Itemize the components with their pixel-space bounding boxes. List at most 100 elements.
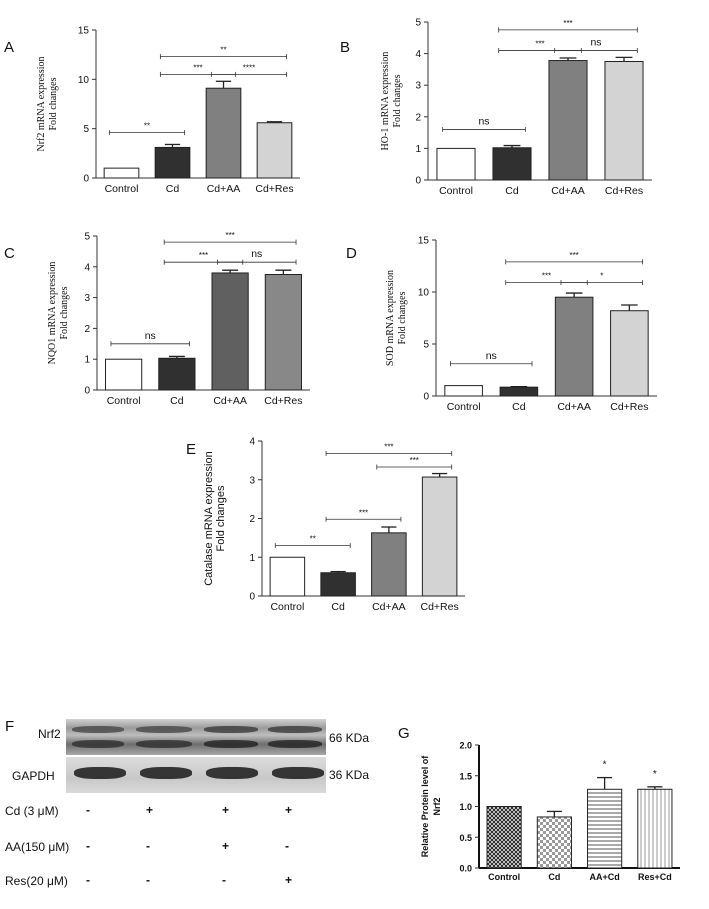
bar-control: [105, 358, 143, 391]
x-tick-label: Cd+Res: [605, 185, 643, 197]
bar-cd-aa: [548, 60, 588, 181]
bar-control: [436, 147, 476, 181]
treatment-sign: +: [285, 803, 293, 817]
x-tick-label: Cd+AA: [207, 183, 241, 195]
y-axis-label: Catalase mRNA expression: [203, 451, 215, 586]
significance-label: ****: [243, 63, 255, 72]
x-tick-label: Cd+Res: [421, 601, 459, 613]
treatment-sign: +: [285, 873, 293, 887]
y-axis-label: HO-1 mRNA expression: [380, 52, 391, 151]
significance-label: ***: [542, 272, 551, 281]
y-tick-label: 4: [84, 262, 90, 273]
bar-cd-aa: [371, 532, 407, 597]
y-tick-label: 2.0: [459, 741, 472, 751]
y-tick-label: 4: [415, 49, 421, 60]
treatment-sign: -: [285, 839, 289, 853]
chart-b: B 0 1 2 3 4 5 HO-1 mRNA expression Fold changes C…: [340, 18, 652, 197]
bar-control: [269, 556, 306, 597]
significance-star: *: [653, 769, 657, 780]
x-tick-label: Cd: [170, 395, 184, 407]
x-tick-label: Cd+AA: [557, 401, 591, 413]
x-tick-label: Cd: [512, 401, 526, 413]
x-tick-label: Cd+Res: [264, 395, 302, 407]
y-tick-label: 10: [418, 288, 430, 299]
y-tick-label: 0.5: [459, 833, 472, 843]
x-tick-label: Control: [439, 185, 473, 197]
y-tick-label: 0: [415, 176, 421, 187]
bar-cd-res: [610, 310, 649, 397]
blot-image-gapdh: [66, 757, 326, 793]
significance-label: ns: [145, 330, 156, 342]
significance-label: ***: [563, 19, 572, 28]
y-tick-label: 15: [418, 236, 430, 247]
significance-star: *: [603, 760, 607, 771]
x-tick-label: Cd+Res: [610, 401, 648, 413]
x-tick-label: Control: [488, 872, 520, 882]
y-tick-label: 1: [415, 144, 421, 155]
treatment-sign: -: [146, 873, 150, 887]
y-tick-label: 0: [249, 592, 255, 603]
y-axis-label: NQO1 mRNA expression: [47, 262, 58, 365]
y-tick-label: 2: [415, 112, 421, 123]
chart-e: E 0 1 2 3 4 Catalase mRNA expression Fold chang…: [186, 437, 465, 613]
chart-c: C 0 1 2 3 4 5 NQO1 mRNA expression Fold changes C…: [4, 231, 310, 407]
bar-cd-aa: [554, 296, 594, 397]
y-axis-label: Fold changes: [48, 77, 59, 130]
blot-row-label-nrf2: Nrf2: [38, 727, 61, 741]
significance-label: ***: [569, 251, 578, 260]
panel-label-a: A: [4, 39, 14, 56]
treatment-sign: -: [86, 803, 90, 817]
y-tick-label: 0: [84, 386, 90, 397]
bar-cd-res: [264, 274, 302, 391]
y-tick-label: 5: [84, 232, 90, 243]
bar-control: [444, 385, 483, 397]
significance-label: **: [220, 46, 226, 55]
y-tick-label: 1: [249, 553, 255, 564]
bar-cd: [492, 147, 532, 181]
significance-label: ***: [359, 508, 368, 517]
significance-label: ns: [590, 36, 601, 48]
bar-cd: [158, 357, 196, 391]
chart-g: G 0.0 0.5 1.0 1.5 2.0 Relative Protein level o…: [398, 725, 680, 882]
y-tick-label: 15: [78, 26, 90, 37]
y-axis-label: SOD mRNA expression: [385, 270, 396, 366]
significance-label: ***: [384, 442, 393, 451]
blot-row-label-gapdh: GAPDH: [12, 769, 55, 783]
bar-cd-res: [421, 476, 458, 597]
y-axis-label: Fold changes: [215, 485, 227, 552]
y-axis-label: Fold changes: [392, 74, 403, 127]
bar-cd: [320, 572, 356, 597]
treatment-sign: +: [222, 803, 230, 817]
significance-label: ***: [225, 231, 234, 240]
treatment-label: Res(20 μM): [5, 874, 68, 888]
treatment-sign: -: [86, 839, 90, 853]
x-tick-label: Cd+AA: [551, 185, 585, 197]
y-axis-label: Fold changes: [59, 286, 70, 339]
x-tick-label: Control: [447, 401, 481, 413]
x-tick-label: Cd+AA: [372, 601, 406, 613]
y-tick-label: 2: [249, 514, 255, 525]
x-tick-label: Cd: [166, 183, 180, 195]
significance-label: ns: [478, 115, 489, 127]
y-tick-label: 0: [83, 174, 89, 185]
treatment-sign: +: [146, 803, 154, 817]
significance-label: ***: [199, 251, 208, 260]
panel-label-b: B: [340, 39, 350, 56]
significance-label: **: [144, 122, 150, 131]
panel-label-e: E: [186, 441, 196, 458]
blot-size-gapdh: 36 KDa: [329, 768, 370, 782]
x-tick-label: Control: [107, 395, 141, 407]
y-axis-label: Nrf2: [432, 797, 442, 815]
bar-cd: [499, 386, 539, 397]
bar-res-cd: [637, 788, 673, 869]
x-tick-label: Res+Cd: [638, 872, 672, 882]
y-tick-label: 3: [84, 293, 90, 304]
x-tick-label: Control: [105, 183, 139, 195]
y-axis-label: Relative Protein level of: [420, 755, 430, 858]
bar-cd-aa: [205, 87, 242, 179]
y-tick-label: 3: [415, 81, 421, 92]
x-tick-label: Cd+AA: [213, 395, 247, 407]
y-tick-label: 1.0: [459, 802, 472, 812]
chart-d: D 0 5 10 15 SOD mRNA expression Fold changes Co…: [346, 236, 657, 413]
blot-image-nrf2: [66, 719, 326, 755]
